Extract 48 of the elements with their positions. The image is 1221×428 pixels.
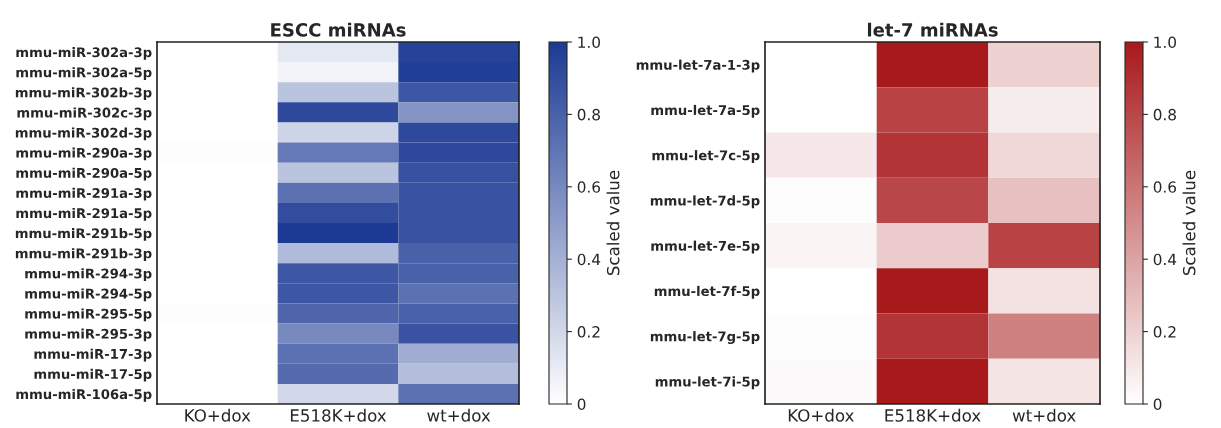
y-tick-label: mmu-miR-302a-3p: [16, 47, 152, 60]
y-tick-label: mmu-miR-290a-5p: [16, 167, 152, 181]
y-tick-label: mmu-miR-17-3p: [34, 348, 152, 362]
x-tick-label: KO+dox: [185, 408, 251, 422]
color-bar-label: 1.0: [1154, 36, 1176, 49]
color-bar-label: 0.8: [1153, 108, 1176, 121]
y-tick-label: mmu-let-7d-5p: [650, 195, 760, 209]
color-bar-label: 0.2: [1153, 326, 1176, 338]
chart-title: let-7 miRNAs: [867, 22, 998, 37]
color-bar-label: 0.4: [1153, 253, 1177, 266]
color-bar-title: Scaled value: [1182, 170, 1196, 276]
y-tick-label: mmu-let-7e-5p: [651, 240, 760, 254]
color-bar-label: 0.2: [577, 326, 600, 338]
y-tick-label: mmu-miR-291b-3p: [15, 248, 152, 261]
y-tick-label: mmu-miR-291a-3p: [16, 187, 152, 201]
y-tick-label: mmu-miR-294-3p: [25, 268, 152, 282]
y-tick-label: mmu-let-7a-1-3p: [636, 59, 760, 73]
y-tick-label: mmu-let-7a-5p: [651, 104, 760, 118]
x-tick-label: wt+dox: [1012, 408, 1076, 422]
y-tick-label: mmu-miR-17-5p: [34, 368, 152, 382]
chart-title: ESCC miRNAs: [271, 22, 406, 37]
y-tick-label: mmu-let-7g-5p: [650, 331, 760, 344]
y-tick-label: mmu-let-7f-5p: [654, 285, 760, 299]
color-bar-label: 0.6: [577, 181, 601, 193]
color-bar-label: 0.6: [1153, 181, 1177, 193]
y-tick-label: mmu-miR-295-3p: [25, 328, 152, 342]
color-bar-label: 0: [577, 398, 586, 411]
y-tick-label: mmu-miR-291b-5p: [15, 228, 152, 241]
y-tick-label: mmu-miR-290a-3p: [16, 147, 152, 161]
y-tick-label: mmu-miR-295-5p: [25, 308, 152, 322]
y-tick-label: mmu-let-7i-5p: [655, 376, 760, 390]
x-tick-label: E518K+dox: [290, 408, 387, 422]
color-bar-title: Scaled value: [606, 170, 620, 276]
x-tick-label: E518K+dox: [885, 408, 981, 422]
y-tick-label: mmu-miR-294-5p: [25, 288, 152, 302]
y-tick-label: mmu-miR-302c-3p: [17, 107, 152, 121]
x-tick-label: KO+dox: [788, 408, 854, 422]
y-tick-label: mmu-miR-106a-5p: [16, 388, 152, 402]
color-bar-label: 1.0: [578, 36, 600, 49]
y-tick-label: mmu-miR-291a-5p: [16, 207, 152, 221]
y-tick-label: mmu-miR-302d-3p: [15, 127, 152, 141]
y-tick-label: mmu-miR-302a-5p: [16, 67, 152, 80]
color-bar-label: 0.4: [577, 253, 601, 266]
x-tick-label: wt+dox: [427, 408, 491, 422]
color-bar-label: 0.8: [577, 108, 600, 121]
y-tick-label: mmu-miR-302b-3p: [15, 87, 152, 101]
color-bar-label: 0: [1153, 398, 1162, 411]
y-tick-label: mmu-let-7c-5p: [652, 150, 760, 163]
